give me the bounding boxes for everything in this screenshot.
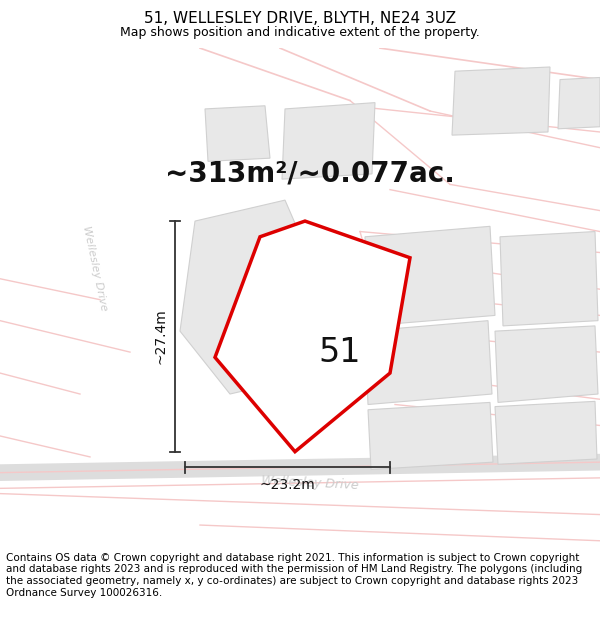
Polygon shape <box>495 401 597 464</box>
Polygon shape <box>365 321 492 404</box>
Polygon shape <box>205 106 270 161</box>
Polygon shape <box>282 102 375 179</box>
Polygon shape <box>500 231 598 326</box>
Text: 51: 51 <box>319 336 361 369</box>
Text: Wellesley Drive: Wellesley Drive <box>261 474 359 492</box>
Text: Wellesley Drive: Wellesley Drive <box>81 225 109 312</box>
Text: ~27.4m: ~27.4m <box>153 309 167 364</box>
Polygon shape <box>495 326 598 402</box>
Polygon shape <box>215 221 410 452</box>
Text: ~313m²/~0.077ac.: ~313m²/~0.077ac. <box>165 160 455 188</box>
Polygon shape <box>180 200 320 394</box>
Text: 51, WELLESLEY DRIVE, BLYTH, NE24 3UZ: 51, WELLESLEY DRIVE, BLYTH, NE24 3UZ <box>144 11 456 26</box>
Text: Map shows position and indicative extent of the property.: Map shows position and indicative extent… <box>120 26 480 39</box>
Text: ~23.2m: ~23.2m <box>260 478 316 492</box>
Polygon shape <box>452 67 550 135</box>
Text: Contains OS data © Crown copyright and database right 2021. This information is : Contains OS data © Crown copyright and d… <box>6 552 582 598</box>
Polygon shape <box>368 402 493 469</box>
Polygon shape <box>365 226 495 326</box>
Polygon shape <box>558 78 600 129</box>
